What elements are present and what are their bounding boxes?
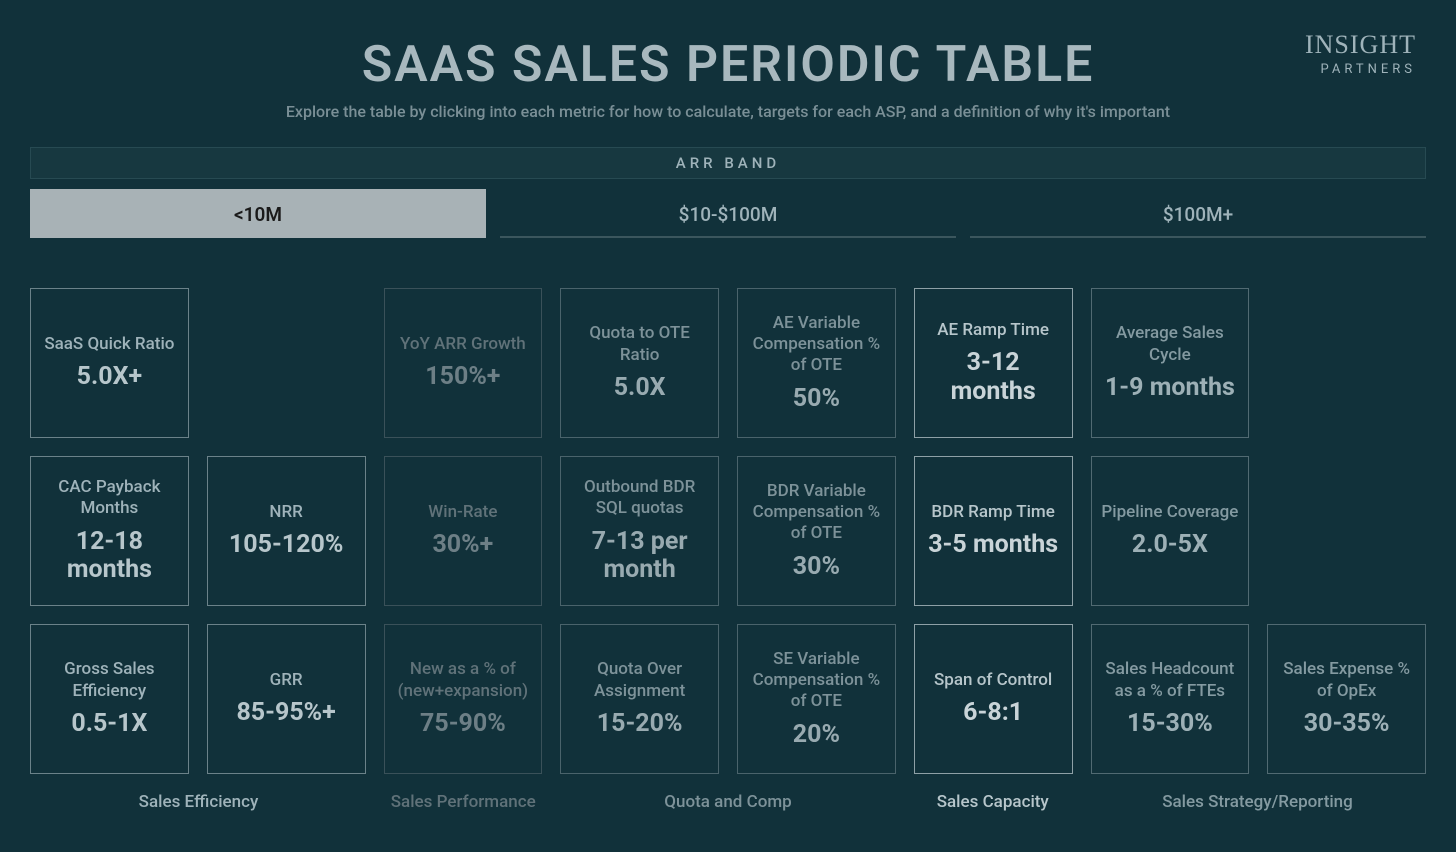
metric-value: 105-120% [229, 531, 343, 560]
category-label-sales_strategy: Sales Strategy/Reporting [1093, 792, 1422, 812]
metric-cell[interactable]: Span of Control 6-8:1 [914, 624, 1073, 774]
metric-cell[interactable]: AE Variable Compensation % of OTE 50% [737, 288, 896, 438]
metric-value: 5.0X+ [77, 363, 142, 392]
metric-value: 15-30% [1127, 710, 1213, 739]
metric-cell[interactable]: GRR 85-95%+ [207, 624, 366, 774]
metric-name: Gross Sales Efficiency [39, 659, 180, 702]
metric-name: CAC Payback Months [39, 477, 180, 520]
metric-cell[interactable]: Quota to OTE Ratio 5.0X [560, 288, 719, 438]
arr-band-tab-100p[interactable]: $100M+ [970, 189, 1426, 238]
category-label-sales_performance: Sales Performance [381, 792, 546, 812]
metric-name: YoY ARR Growth [400, 334, 526, 355]
metric-name: Span of Control [934, 670, 1052, 691]
metric-grid: SaaS Quick Ratio 5.0X+ YoY ARR Growth 150%+… [30, 288, 1426, 774]
brand-logo: INSIGHT PARTNERS [1305, 30, 1416, 77]
category-label-quota_and_comp: Quota and Comp [564, 792, 893, 812]
metric-name: BDR Ramp Time [931, 502, 1054, 523]
metric-name: GRR [270, 670, 303, 691]
metric-name: Pipeline Coverage [1101, 502, 1238, 523]
metric-name: Sales Expense % of OpEx [1276, 659, 1417, 702]
metric-value: 1-9 months [1105, 374, 1235, 403]
metric-value: 7-13 per month [569, 528, 710, 586]
metric-name: Outbound BDR SQL quotas [569, 477, 710, 520]
category-label-sales_efficiency: Sales Efficiency [34, 792, 363, 812]
metric-cell[interactable]: SaaS Quick Ratio 5.0X+ [30, 288, 189, 438]
metric-cell[interactable]: BDR Ramp Time 3-5 months [914, 456, 1073, 606]
metric-cell[interactable]: Sales Headcount as a % of FTEs 15-30% [1091, 624, 1250, 774]
arr-band-tabs: <10M $10-$100M $100M+ [30, 189, 1426, 238]
metric-name: AE Variable Compensation % of OTE [746, 313, 887, 377]
logo-line1: INSIGHT [1305, 30, 1416, 60]
page-subtitle: Explore the table by clicking into each … [30, 102, 1426, 121]
metric-name: NRR [269, 502, 302, 523]
logo-line2: PARTNERS [1305, 62, 1416, 77]
metric-name: SaaS Quick Ratio [44, 334, 174, 355]
metric-value: 30% [793, 553, 840, 582]
metric-value: 3-12 months [923, 349, 1064, 407]
metric-value: 30%+ [432, 531, 493, 560]
metric-cell[interactable]: Win-Rate 30%+ [384, 456, 543, 606]
metric-name: SE Variable Compensation % of OTE [746, 649, 887, 713]
metric-name: BDR Variable Compensation % of OTE [746, 481, 887, 545]
category-row: Sales Efficiency Sales Performance Quota a… [30, 792, 1426, 812]
arr-band-tab-10_100[interactable]: $10-$100M [500, 189, 956, 238]
metric-value: 6-8:1 [963, 699, 1023, 728]
metric-value: 75-90% [420, 710, 506, 739]
metric-value: 85-95%+ [236, 699, 335, 728]
metric-name: Win-Rate [428, 502, 497, 523]
metric-name: Average Sales Cycle [1100, 323, 1241, 366]
metric-value: 20% [793, 721, 840, 750]
metric-value: 2.0-5X [1132, 531, 1208, 560]
metric-name: Quota to OTE Ratio [569, 323, 710, 366]
metric-cell[interactable]: Pipeline Coverage 2.0-5X [1091, 456, 1250, 606]
metric-value: 12-18 months [39, 528, 180, 586]
metric-cell[interactable]: SE Variable Compensation % of OTE 20% [737, 624, 896, 774]
metric-cell[interactable]: BDR Variable Compensation % of OTE 30% [737, 456, 896, 606]
metric-cell[interactable]: Outbound BDR SQL quotas 7-13 per month [560, 456, 719, 606]
metric-name: Sales Headcount as a % of FTEs [1100, 659, 1241, 702]
metric-cell[interactable]: Gross Sales Efficiency 0.5-1X [30, 624, 189, 774]
metric-cell[interactable]: Average Sales Cycle 1-9 months [1091, 288, 1250, 438]
metric-value: 30-35% [1304, 710, 1390, 739]
metric-cell[interactable]: Sales Expense % of OpEx 30-35% [1267, 624, 1426, 774]
metric-value: 150%+ [425, 363, 500, 392]
metric-value: 0.5-1X [71, 710, 147, 739]
metric-cell[interactable]: YoY ARR Growth 150%+ [384, 288, 543, 438]
metric-name: AE Ramp Time [937, 320, 1049, 341]
category-label-sales_capacity: Sales Capacity [911, 792, 1076, 812]
arr-band-tab-lt10m[interactable]: <10M [30, 189, 486, 238]
metric-value: 3-5 months [928, 531, 1058, 560]
metric-cell[interactable]: New as a % of (new+expansion) 75-90% [384, 624, 543, 774]
metric-cell[interactable]: CAC Payback Months 12-18 months [30, 456, 189, 606]
metric-cell[interactable]: AE Ramp Time 3-12 months [914, 288, 1073, 438]
metric-name: Quota Over Assignment [569, 659, 710, 702]
metric-value: 50% [793, 385, 840, 414]
arr-band-label: ARR BAND [30, 147, 1426, 179]
metric-value: 15-20% [597, 710, 683, 739]
metric-cell[interactable]: Quota Over Assignment 15-20% [560, 624, 719, 774]
metric-cell[interactable]: NRR 105-120% [207, 456, 366, 606]
metric-name: New as a % of (new+expansion) [393, 659, 534, 702]
metric-value: 5.0X [614, 374, 666, 403]
page-title: SAAS SALES PERIODIC TABLE [30, 36, 1426, 94]
